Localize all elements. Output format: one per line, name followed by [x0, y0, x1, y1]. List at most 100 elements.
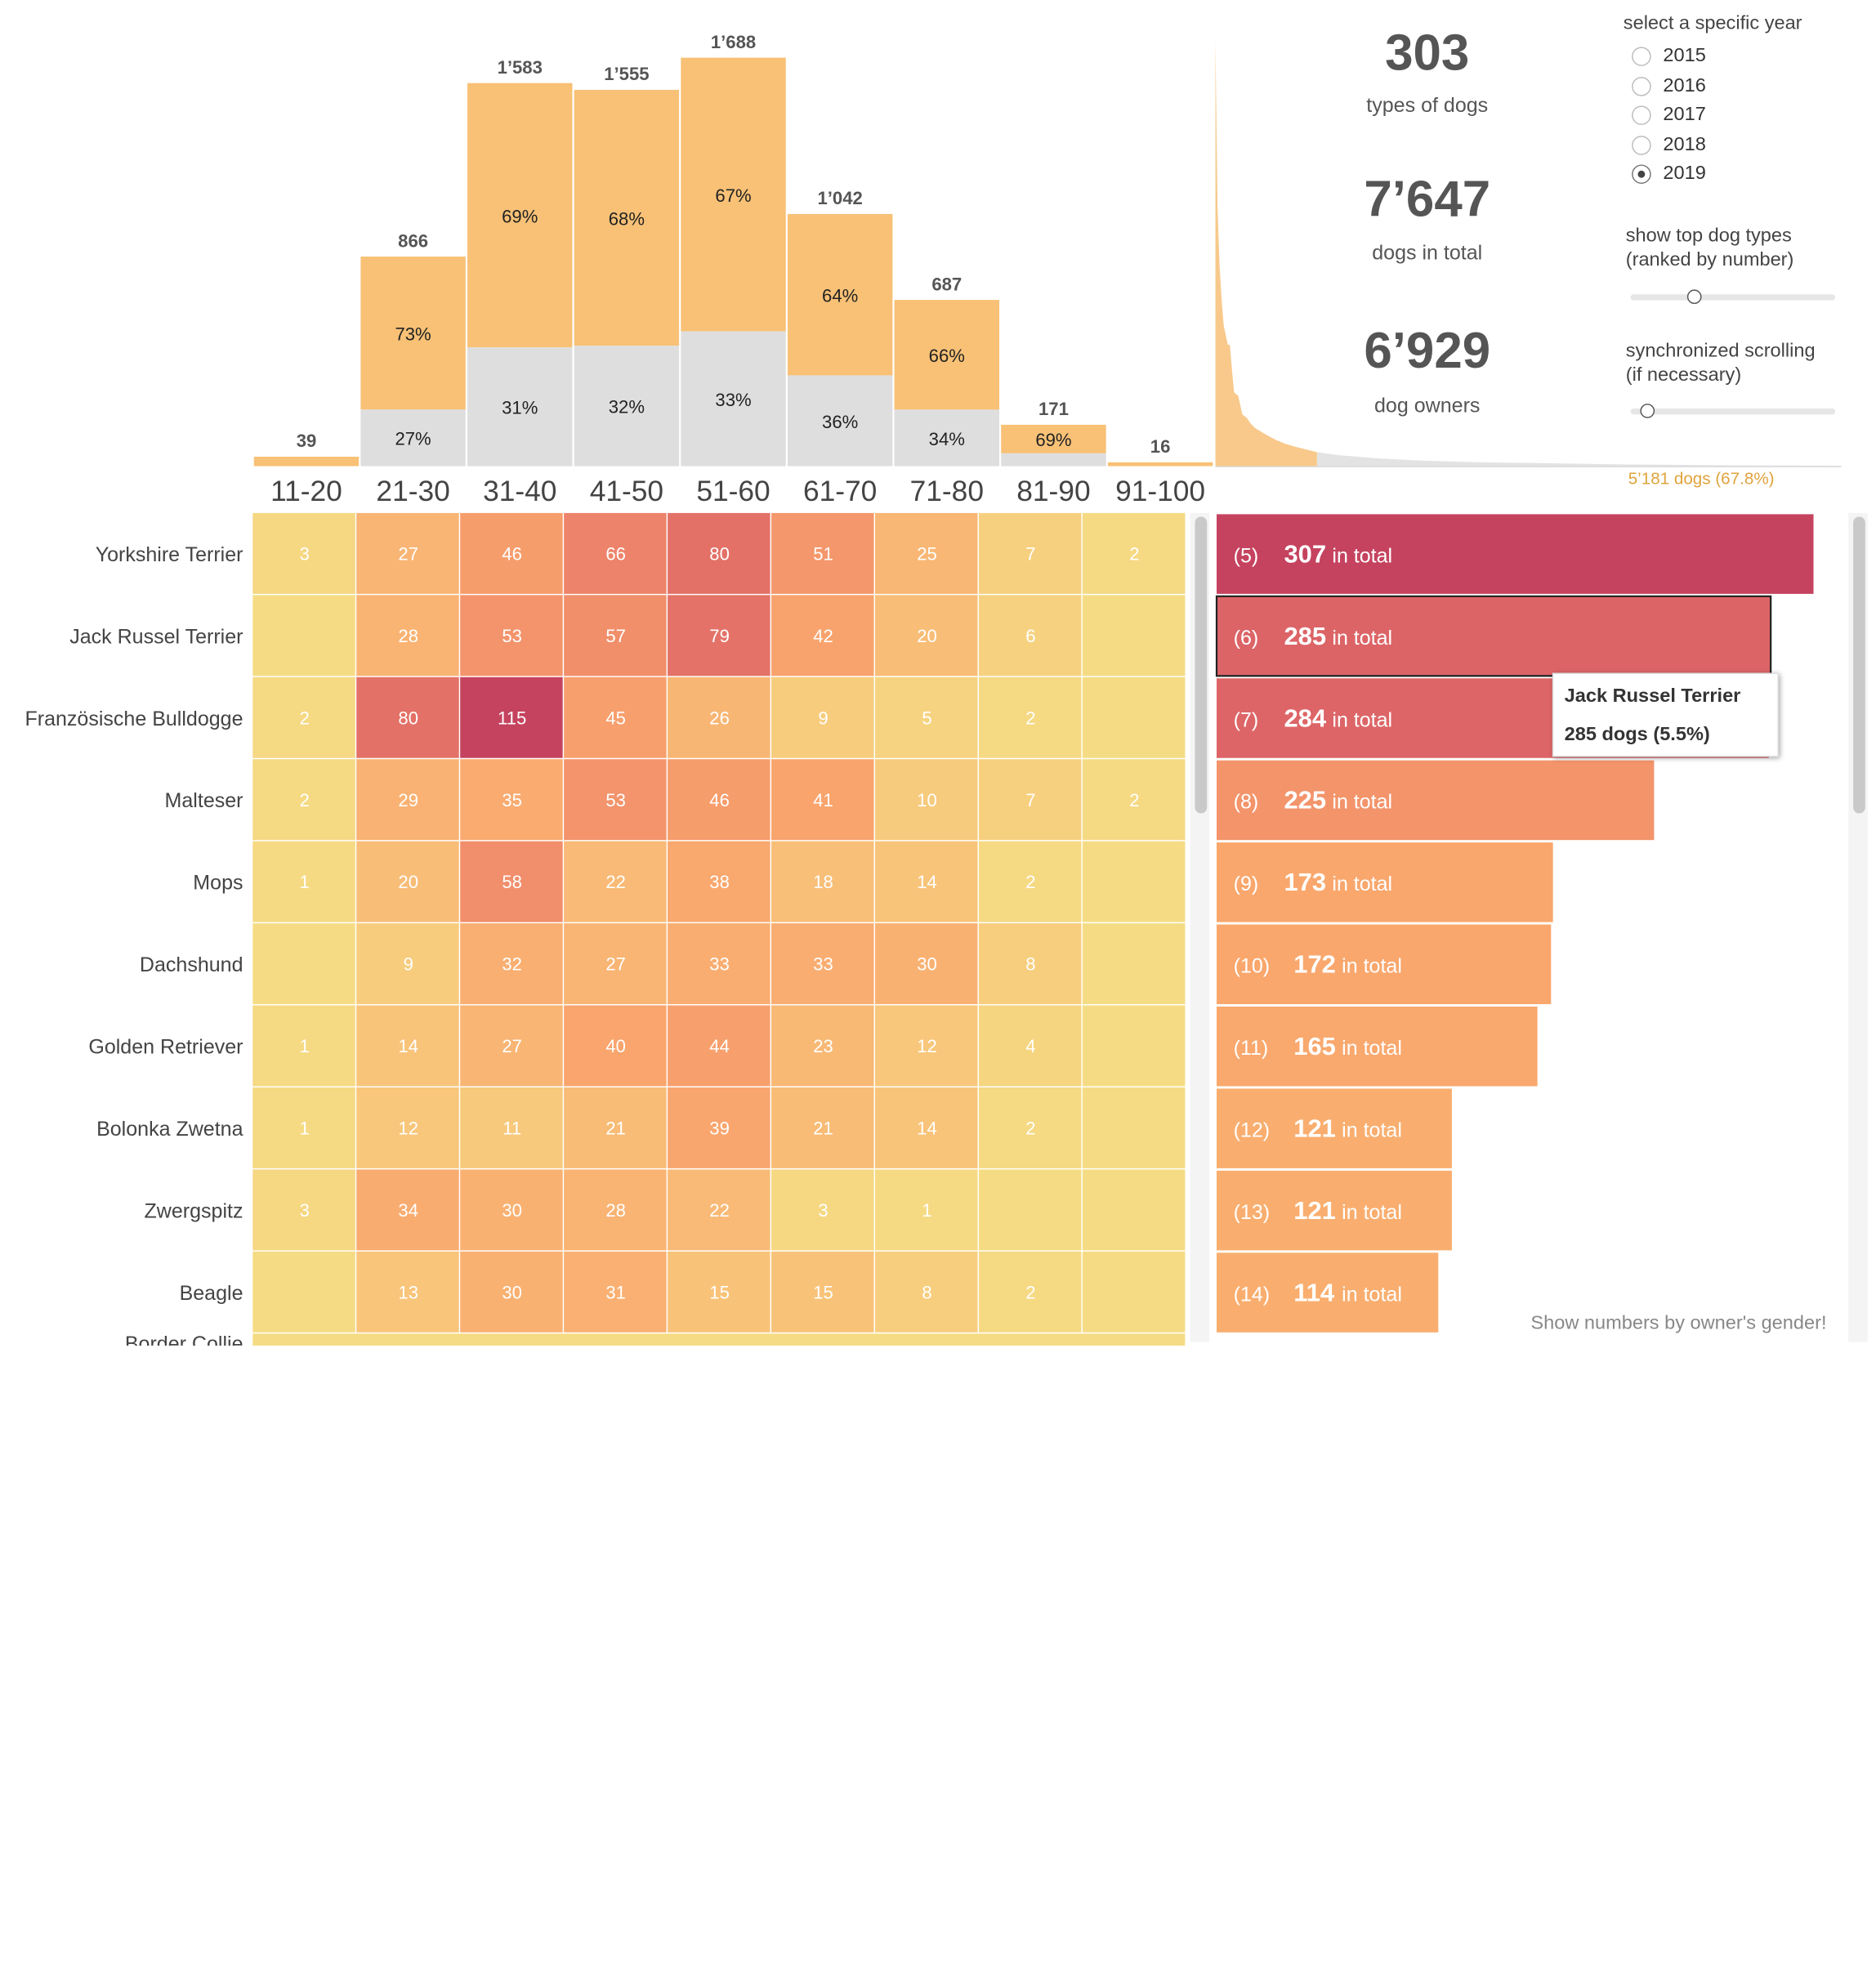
bar-segment-cat[interactable] — [681, 57, 786, 332]
top-types-slider-handle[interactable] — [1686, 289, 1702, 305]
heatmap-cell[interactable] — [356, 1087, 459, 1168]
bar-segment-other[interactable] — [894, 409, 1000, 467]
heatmap-cell[interactable] — [252, 841, 355, 922]
heatmap-cell[interactable] — [668, 1169, 770, 1251]
breed-total-bar[interactable] — [1217, 1170, 1452, 1251]
year-option-2016[interactable]: 2016 — [1632, 73, 1706, 99]
heatmap-cell[interactable] — [875, 1251, 978, 1333]
heatmap-cell[interactable] — [460, 759, 563, 841]
bar-segment-other[interactable] — [574, 346, 680, 467]
heatmap-cell[interactable] — [978, 1169, 1082, 1251]
heatmap-cell[interactable] — [668, 1005, 770, 1087]
year-option-2017[interactable]: 2017 — [1632, 102, 1706, 128]
heatmap-cell[interactable] — [771, 923, 874, 1005]
heatmap-cell[interactable] — [252, 923, 355, 1005]
bar-segment-other[interactable] — [787, 375, 893, 467]
heatmap-cell[interactable] — [356, 923, 459, 1005]
heatmap-cell[interactable] — [564, 1251, 667, 1333]
heatmap-cell[interactable] — [1082, 1005, 1186, 1087]
heatmap-cell[interactable] — [771, 759, 874, 841]
heatmap-row-label[interactable]: Dachshund — [140, 953, 243, 976]
heatmap-cell[interactable] — [978, 512, 1082, 594]
heatmap-cell[interactable] — [978, 1005, 1082, 1087]
heatmap-row-label[interactable]: Golden Retriever — [88, 1036, 243, 1059]
breed-total-bar[interactable] — [1217, 514, 1814, 594]
heatmap-cell[interactable] — [356, 1005, 459, 1087]
heatmap-cell[interactable] — [1082, 923, 1186, 1005]
heatmap-cell[interactable] — [875, 841, 978, 922]
heatmap-cell[interactable] — [1082, 759, 1186, 841]
radio-button[interactable] — [1632, 165, 1651, 185]
heatmap-cell[interactable] — [460, 676, 563, 758]
heatmap-cell[interactable] — [1082, 512, 1186, 594]
bar-segment-other[interactable] — [467, 347, 573, 467]
heatmap-scrollbar[interactable] — [1195, 516, 1208, 814]
heatmap-cell[interactable] — [771, 1087, 874, 1168]
heatmap-cell[interactable] — [252, 1087, 355, 1168]
bar-segment-other[interactable] — [1001, 453, 1106, 467]
heatmap-cell[interactable] — [564, 759, 667, 841]
heatmap-cell[interactable] — [875, 923, 978, 1005]
heatmap-cell[interactable] — [875, 676, 978, 758]
bar-segment-cat[interactable] — [574, 89, 680, 346]
heatmap-cell[interactable] — [668, 512, 770, 594]
heatmap-cell[interactable] — [978, 1251, 1082, 1333]
gender-toggle-link[interactable]: Show numbers by owner's gender! — [1530, 1313, 1827, 1334]
heatmap-cell[interactable] — [668, 1087, 770, 1168]
bar-segment-cat[interactable] — [894, 300, 1000, 410]
heatmap-row-label[interactable]: Jack Russel Terrier — [69, 625, 243, 648]
heatmap-cell[interactable] — [978, 923, 1082, 1005]
radio-button[interactable] — [1632, 47, 1651, 66]
breed-total-bar[interactable] — [1217, 1252, 1439, 1333]
heatmap-cell[interactable] — [252, 759, 355, 841]
heatmap-cell[interactable] — [875, 595, 978, 676]
heatmap-cell[interactable] — [668, 595, 770, 676]
bar-segment-cat[interactable] — [467, 83, 573, 348]
heatmap-cell[interactable] — [978, 1087, 1082, 1168]
heatmap-row-label[interactable]: Bolonka Zwetna — [96, 1118, 243, 1141]
heatmap-cell[interactable] — [875, 759, 978, 841]
heatmap-cell[interactable] — [875, 1005, 978, 1087]
heatmap-cell[interactable] — [668, 759, 770, 841]
heatmap-cell[interactable] — [978, 759, 1082, 841]
heatmap-cell[interactable] — [668, 676, 770, 758]
heatmap-cell[interactable] — [1082, 1087, 1186, 1168]
heatmap-cell[interactable] — [356, 841, 459, 922]
top-types-slider[interactable] — [1630, 289, 1836, 305]
heatmap-cell[interactable] — [460, 1169, 563, 1251]
heatmap-row-label[interactable]: Yorkshire Terrier — [96, 543, 243, 566]
heatmap-cell[interactable] — [356, 759, 459, 841]
heatmap-cell[interactable] — [564, 923, 667, 1005]
breed-total-bar[interactable] — [1215, 595, 1772, 677]
heatmap-cell[interactable] — [875, 512, 978, 594]
heatmap-cell[interactable] — [564, 512, 667, 594]
heatmap-cell[interactable] — [1082, 595, 1186, 676]
heatmap-cell[interactable] — [875, 1087, 978, 1168]
heatmap-cell[interactable] — [771, 841, 874, 922]
year-option-2019[interactable]: 2019 — [1632, 162, 1706, 188]
year-option-2018[interactable]: 2018 — [1632, 132, 1706, 158]
bars-scrollbar[interactable] — [1853, 516, 1865, 814]
heatmap-cell[interactable] — [252, 676, 355, 758]
heatmap-cell[interactable] — [771, 512, 874, 594]
heatmap-cell[interactable] — [978, 595, 1082, 676]
heatmap-cell[interactable] — [771, 1251, 874, 1333]
heatmap-cell[interactable] — [252, 1005, 355, 1087]
heatmap-cell[interactable] — [564, 1169, 667, 1251]
sync-scroll-slider-handle[interactable] — [1639, 404, 1655, 418]
heatmap-cell[interactable] — [564, 1087, 667, 1168]
heatmap-cell[interactable] — [460, 595, 563, 676]
heatmap-cell[interactable] — [460, 1005, 563, 1087]
heatmap-cell[interactable] — [460, 841, 563, 922]
bar-segment-other[interactable] — [360, 409, 466, 467]
heatmap-cell[interactable] — [356, 595, 459, 676]
heatmap-cell[interactable] — [978, 841, 1082, 922]
heatmap-cell[interactable] — [356, 512, 459, 594]
heatmap-cell[interactable] — [564, 676, 667, 758]
heatmap-cell[interactable] — [668, 923, 770, 1005]
sync-scroll-slider[interactable] — [1630, 404, 1836, 418]
breed-total-bar[interactable] — [1217, 842, 1553, 922]
heatmap-cell[interactable] — [252, 1169, 355, 1251]
breed-total-bar[interactable] — [1217, 1006, 1538, 1087]
heatmap-row-label[interactable]: Französische Bulldogge — [25, 708, 243, 730]
